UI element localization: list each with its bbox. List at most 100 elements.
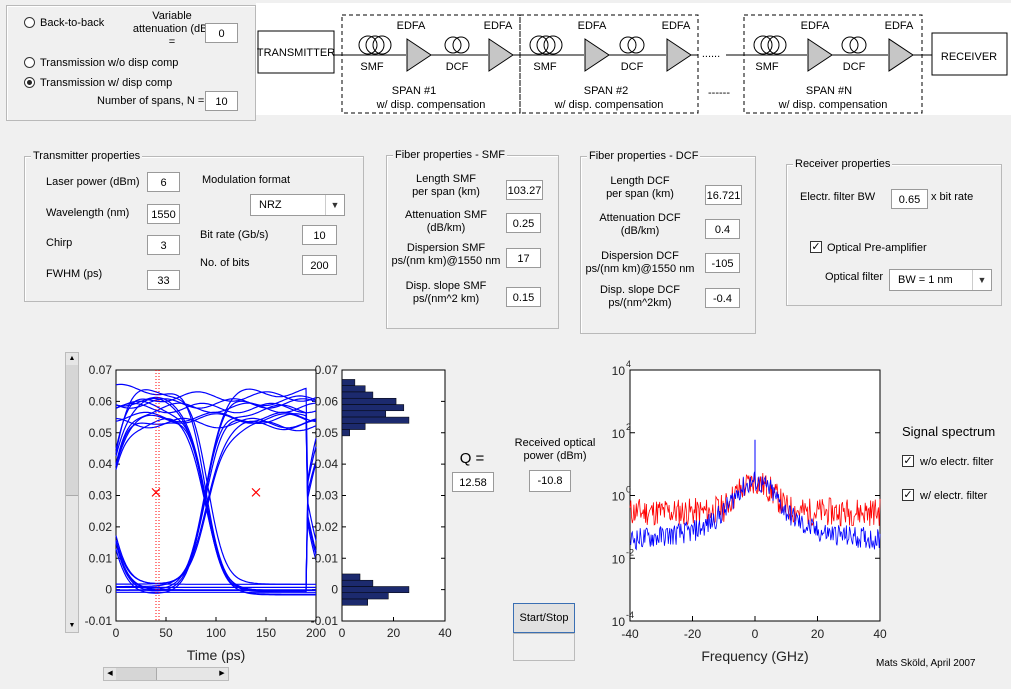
dcf-slope-label: Disp. slope DCF ps/(nm^2km) <box>599 284 681 309</box>
smf-slope-input[interactable]: 0.15 <box>506 287 541 307</box>
smf-slope-label: Disp. slope SMF ps/(nm^2 km) <box>405 280 487 305</box>
w-filter-label[interactable]: w/ electr. filter <box>920 490 988 502</box>
svg-text:EDFA: EDFA <box>484 20 513 32</box>
bitrate-input[interactable]: 10 <box>302 225 337 245</box>
w-disp-label[interactable]: Transmission w/ disp comp <box>40 77 173 89</box>
histogram-bar <box>341 410 387 418</box>
w-disp-radio[interactable] <box>24 77 35 88</box>
threshold-slider[interactable]: ▲ ▼ <box>65 352 79 633</box>
svg-text:DCF: DCF <box>446 61 469 73</box>
dcf-disp-label: Dispersion DCF ps/(nm km)@1550 nm <box>585 250 695 275</box>
blank-button[interactable] <box>513 633 575 661</box>
dcf-length-label: Length DCF per span (km) <box>606 175 674 200</box>
smf-atten-label: Attenuation SMF (dB/km) <box>405 209 487 234</box>
histogram-bar <box>341 598 368 606</box>
wo-disp-radio[interactable] <box>24 57 35 68</box>
histogram-bar <box>341 416 410 424</box>
dcf-disp-input[interactable]: -105 <box>705 253 740 273</box>
optical-filter-select[interactable]: BW = 1 nm ▼ <box>889 269 992 291</box>
time-slider-right-arrow[interactable]: ▶ <box>219 670 225 677</box>
w-filter-checkbox[interactable]: ✓ <box>902 489 914 501</box>
smf-disp-label: Dispersion SMF ps/(nm km)@1550 nm <box>391 242 501 267</box>
var-atten-input[interactable]: 0 <box>205 23 238 43</box>
spectrum-y-tick-label: 10 <box>612 490 626 504</box>
num-spans-label: Number of spans, N = <box>97 95 205 107</box>
start-stop-button[interactable]: Start/Stop <box>513 603 575 633</box>
q-label: Q = <box>459 450 485 467</box>
slider-thumb[interactable] <box>66 365 78 496</box>
smf-disp-input[interactable]: 17 <box>506 248 541 268</box>
svg-text:EDFA: EDFA <box>578 20 607 32</box>
eye-y-tick-label: -0.01 <box>85 614 113 628</box>
slider-up-arrow[interactable]: ▲ <box>68 355 76 362</box>
spectrum-y-tick-exponent: -4 <box>626 610 634 620</box>
transmitter-box <box>257 30 335 74</box>
wo-filter-checkbox[interactable]: ✓ <box>902 455 914 467</box>
dcf-slope-input[interactable]: -0.4 <box>705 288 740 308</box>
modulation-label: Modulation format <box>202 174 291 186</box>
histogram-y-tick-label: 0.01 <box>315 551 339 565</box>
eye-trace <box>116 413 317 588</box>
receiver-box <box>931 32 1008 76</box>
spectrum-y-tick-exponent: 0 <box>626 485 631 495</box>
filter-bw-input[interactable]: 0.65 <box>891 189 928 209</box>
preamp-checkbox[interactable]: ✓ <box>810 241 822 253</box>
dcf-atten-input[interactable]: 0.4 <box>705 219 740 239</box>
wo-filter-label[interactable]: w/o electr. filter <box>920 456 994 468</box>
spectrum-y-tick-label: 10 <box>612 427 626 441</box>
smf-atten-input[interactable]: 0.25 <box>506 213 541 233</box>
histogram-y-tick-label: -0.01 <box>311 614 339 628</box>
nbits-input[interactable]: 200 <box>302 255 337 275</box>
slider-down-arrow[interactable]: ▼ <box>68 622 76 629</box>
eye-x-tick-label: 0 <box>113 626 120 640</box>
svg-text:SPAN #2: SPAN #2 <box>584 85 628 97</box>
filter-bw-label: Electr. filter BW <box>800 191 876 203</box>
nbits-label: No. of bits <box>200 257 250 269</box>
svg-text:SPAN #1: SPAN #1 <box>392 85 436 97</box>
svg-text:w/ disp. compensation: w/ disp. compensation <box>778 99 888 111</box>
wo-disp-label[interactable]: Transmission w/o disp comp <box>40 57 179 69</box>
histogram-y-tick-label: 0.02 <box>315 520 339 534</box>
laser-power-input[interactable]: 6 <box>147 172 180 192</box>
svg-text:SPAN #N: SPAN #N <box>806 85 852 97</box>
spectrum-x-tick-label: 20 <box>811 627 825 641</box>
dcf-length-input[interactable]: 16.721 <box>705 185 742 205</box>
eye-y-tick-label: 0.04 <box>89 457 113 471</box>
chirp-input[interactable]: 3 <box>147 235 180 255</box>
histogram-bar <box>341 429 350 437</box>
fwhm-input[interactable]: 33 <box>147 270 180 290</box>
eye-x-tick-label: 200 <box>306 626 326 640</box>
credit: Mats Sköld, April 2007 <box>876 658 976 669</box>
time-slider-thumb[interactable] <box>116 668 157 680</box>
eye-trace <box>115 417 317 429</box>
eye-trace <box>115 397 316 595</box>
eye-y-tick-label: 0.01 <box>89 551 113 565</box>
modulation-select[interactable]: NRZ ▼ <box>250 194 345 216</box>
spectrum-legend-title: Signal spectrum <box>902 424 996 439</box>
wavelength-input[interactable]: 1550 <box>147 204 180 224</box>
time-slider-left-arrow[interactable]: ◀ <box>107 670 113 677</box>
back-to-back-radio[interactable] <box>24 17 35 28</box>
spectrum-x-tick-label: -40 <box>621 627 639 641</box>
threshold-marker <box>151 487 161 497</box>
smf-length-input[interactable]: 103.27 <box>506 180 543 200</box>
time-slider[interactable]: ◀ ▶ <box>103 667 229 681</box>
histogram-bar <box>341 391 374 399</box>
spectrum-x-tick-label: 0 <box>752 627 759 641</box>
back-to-back-label[interactable]: Back-to-back <box>40 17 105 29</box>
histogram-bar <box>341 397 397 405</box>
num-spans-input[interactable]: 10 <box>205 91 238 111</box>
transmitter-panel: Transmitter properties Laser power (dBm)… <box>24 150 364 302</box>
receiver-panel: Receiver properties Electr. filter BW 0.… <box>786 158 1002 306</box>
histogram-bar <box>341 404 405 412</box>
svg-text:w/ disp. compensation: w/ disp. compensation <box>554 99 664 111</box>
preamp-label[interactable]: Optical Pre-amplifier <box>827 242 927 254</box>
histogram-x-tick-label: 40 <box>438 626 452 640</box>
bitrate-label: Bit rate (Gb/s) <box>200 229 269 241</box>
histogram-bar <box>341 592 389 600</box>
histogram-bar <box>341 573 361 581</box>
eye-x-tick-label: 50 <box>159 626 173 640</box>
chevron-down-icon: ▼ <box>972 270 991 290</box>
dots-mid: ------ <box>708 87 730 99</box>
